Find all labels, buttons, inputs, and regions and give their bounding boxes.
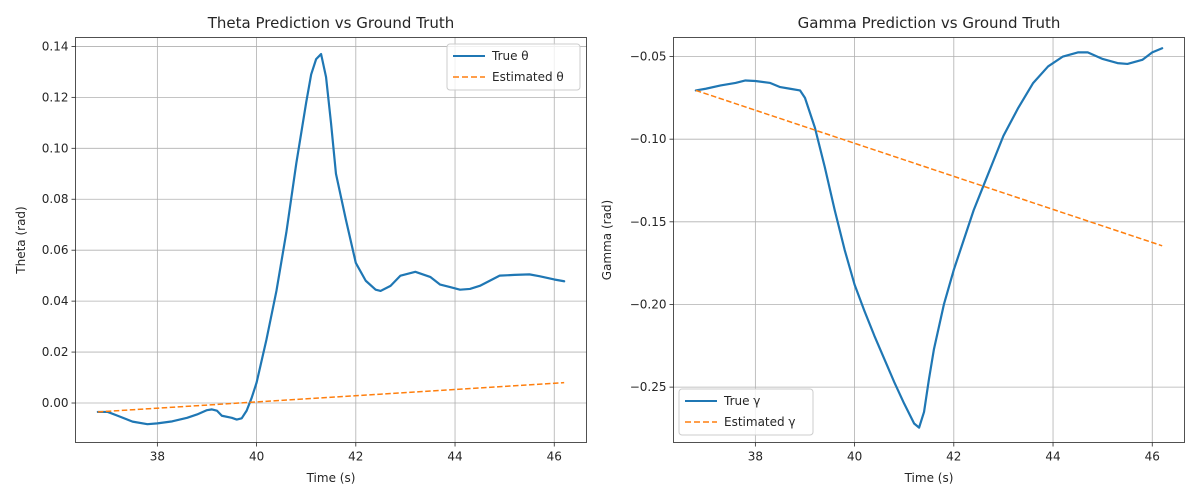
- legend: True γ Estimated γ: [678, 388, 814, 436]
- y-axis-label: Gamma (rad): [600, 200, 614, 280]
- ticks: 38 40 42 44 46 0.00 0.02 0.04 0.06 0.08 0.10 0.12 0.…: [42, 39, 562, 463]
- y-tick-label: 0.10: [42, 141, 69, 155]
- chart-title: Theta Prediction vs Ground Truth: [207, 14, 454, 32]
- y-tick-label: 0.12: [42, 90, 69, 104]
- plot-frame: [75, 37, 587, 443]
- x-tick-label: 46: [1145, 450, 1160, 464]
- y-tick-label: −0.25: [630, 380, 667, 394]
- ticks: 38 40 42 44 46 −0.25 −0.20 −0.15 −0.10 −0.05: [630, 50, 1160, 464]
- y-tick-label: 0.02: [42, 345, 69, 359]
- y-tick-label: −0.10: [630, 132, 667, 146]
- true-series-line: [96, 52, 566, 426]
- legend-label-true: True θ: [491, 49, 529, 63]
- y-tick-label: 0.04: [42, 294, 69, 308]
- x-tick-label: 42: [348, 450, 363, 464]
- legend-label-estimated: Estimated γ: [724, 415, 796, 429]
- estimated-series-line: [695, 89, 1163, 247]
- x-axis-label: Time (s): [306, 471, 356, 485]
- x-tick-label: 40: [249, 450, 264, 464]
- y-tick-label: 0.14: [42, 39, 69, 53]
- x-axis-label: Time (s): [904, 471, 954, 485]
- theta-chart: Theta Prediction vs Ground Truth 38 40 42 4…: [14, 14, 587, 485]
- chart-title: Gamma Prediction vs Ground Truth: [798, 14, 1061, 32]
- series-layer: [96, 52, 566, 426]
- legend-label-true: True γ: [723, 394, 760, 408]
- true-series-line: [694, 47, 1164, 429]
- estimated-series-line: [97, 381, 565, 413]
- y-tick-label: 0.00: [42, 396, 69, 410]
- plot-frame: [673, 37, 1185, 443]
- x-tick-label: 46: [547, 450, 562, 464]
- y-tick-label: −0.20: [630, 297, 667, 311]
- gamma-chart: Gamma Prediction vs Ground Truth 38 40 42 4…: [600, 14, 1185, 485]
- x-tick-label: 40: [847, 450, 862, 464]
- legend-label-estimated: Estimated θ: [492, 70, 564, 84]
- y-tick-label: −0.05: [630, 50, 667, 64]
- y-axis-label: Theta (rad): [14, 206, 28, 274]
- x-tick-label: 38: [748, 450, 763, 464]
- x-tick-label: 38: [150, 450, 165, 464]
- x-tick-label: 44: [1045, 450, 1060, 464]
- x-tick-label: 44: [447, 450, 462, 464]
- y-tick-label: −0.15: [630, 215, 667, 229]
- x-tick-label: 42: [946, 450, 961, 464]
- legend: True θ Estimated θ: [446, 43, 581, 91]
- series-layer: [694, 47, 1164, 429]
- y-tick-label: 0.06: [42, 243, 69, 257]
- y-tick-label: 0.08: [42, 192, 69, 206]
